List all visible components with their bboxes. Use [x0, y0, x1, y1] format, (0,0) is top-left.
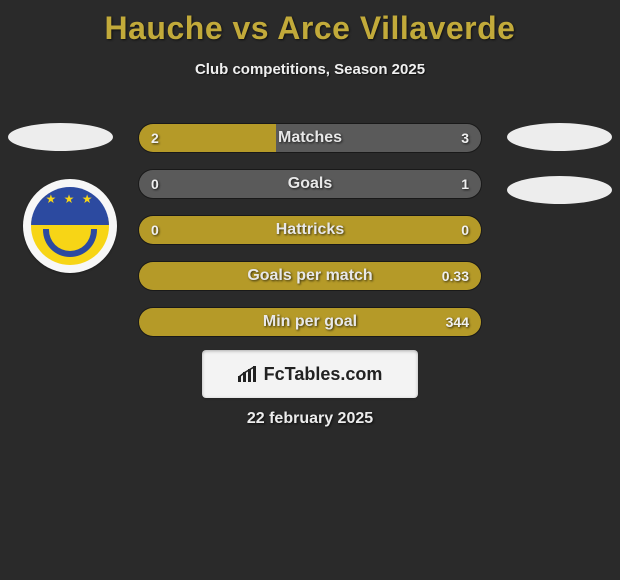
logo-suffix: Tables: [285, 364, 341, 385]
page-title: Hauche vs Arce Villaverde: [0, 0, 620, 47]
stat-row: Matches23: [138, 123, 482, 153]
stat-segment-left: [139, 124, 276, 152]
club-badge-graphic: ★ ★ ★: [31, 187, 109, 265]
stat-segment-left: [139, 216, 481, 244]
stat-segment-left: [139, 308, 481, 336]
fctables-logo: FcTables.com: [238, 364, 383, 385]
page-subtitle: Club competitions, Season 2025: [0, 61, 620, 78]
stat-segment-left: [139, 262, 481, 290]
fctables-logo-box: FcTables.com: [202, 350, 418, 398]
badge-arc: [43, 229, 97, 257]
club-badge: ★ ★ ★: [23, 179, 117, 273]
stat-row: Hattricks00: [138, 215, 482, 245]
player-right-placeholder-1: [507, 123, 612, 151]
badge-stars-icon: ★ ★ ★: [31, 192, 109, 206]
logo-prefix: Fc: [264, 364, 285, 385]
player-left-placeholder: [8, 123, 113, 151]
badge-stripe: [31, 217, 109, 225]
stat-row: Goals01: [138, 169, 482, 199]
stat-segment-right: [139, 170, 481, 198]
chart-bars-icon: [238, 366, 258, 382]
comparison-date: 22 february 2025: [0, 410, 620, 428]
logo-tld: .com: [340, 364, 382, 385]
stat-row: Goals per match0.33: [138, 261, 482, 291]
stat-row: Min per goal344: [138, 307, 482, 337]
comparison-bars: Matches23 Goals01 Hattricks00 Goals per mat…: [138, 123, 482, 353]
player-right-placeholder-2: [507, 176, 612, 204]
stat-segment-right: [276, 124, 481, 152]
